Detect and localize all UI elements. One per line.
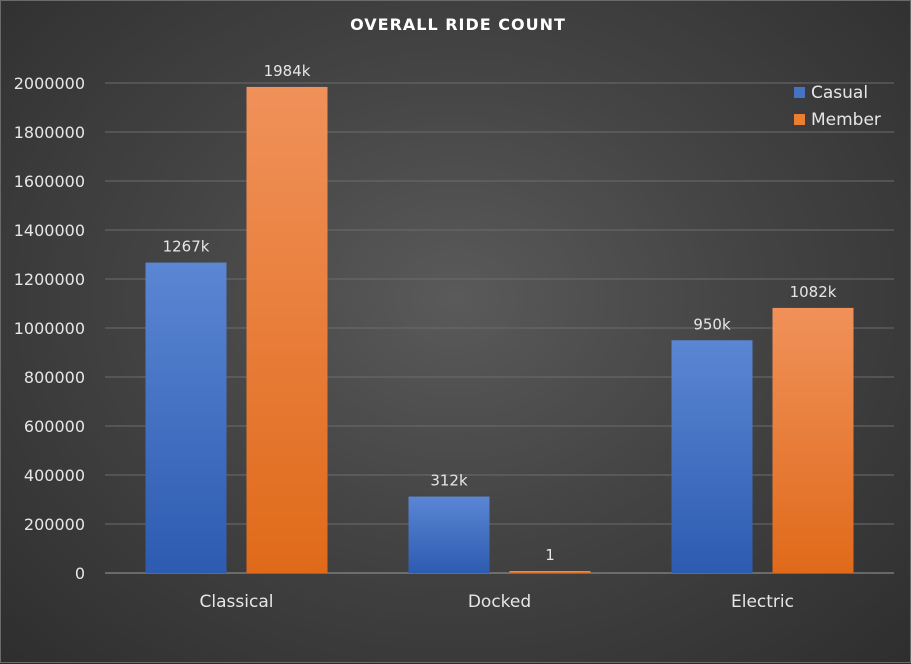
y-tick-label: 800000: [24, 368, 85, 387]
bar-casual-docked: [408, 496, 490, 573]
x-category-label: Classical: [200, 592, 274, 612]
bar-member-docked: [509, 571, 591, 573]
bar-member-electric: [772, 307, 854, 573]
legend-swatch-casual: [794, 87, 805, 98]
data-label: 950k: [693, 315, 731, 333]
y-tick-label: 200000: [24, 515, 85, 534]
data-label: 1082k: [790, 283, 837, 301]
x-category-label: Electric: [731, 592, 794, 612]
y-tick-label: 1600000: [14, 172, 85, 191]
data-label: 1: [545, 546, 555, 564]
y-tick-label: 1200000: [14, 270, 85, 289]
y-tick-label: 600000: [24, 417, 85, 436]
y-tick-label: 2000000: [14, 74, 85, 93]
legend-swatch-member: [794, 114, 805, 125]
data-label: 1984k: [264, 62, 311, 80]
y-tick-label: 1000000: [14, 319, 85, 338]
bar-casual-electric: [671, 340, 753, 573]
bar-member-classical: [246, 86, 328, 574]
legend-label: Casual: [811, 83, 868, 103]
y-tick-label: 1400000: [14, 221, 85, 240]
y-tick-label: 400000: [24, 466, 85, 485]
bar-casual-classical: [145, 262, 227, 573]
data-label: 312k: [430, 472, 468, 490]
chart-title: OVERALL RIDE COUNT: [350, 15, 566, 34]
data-label: 1267k: [163, 238, 210, 256]
y-tick-label: 0: [75, 564, 85, 583]
legend-label: Member: [811, 110, 881, 130]
y-tick-label: 1800000: [14, 123, 85, 142]
x-category-label: Docked: [468, 592, 531, 612]
